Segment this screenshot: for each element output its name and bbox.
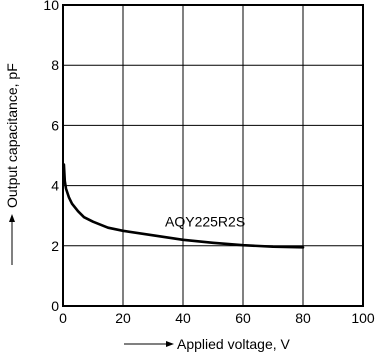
x-axis-arrow-head — [166, 341, 174, 347]
x-tick-label-40: 40 — [175, 310, 191, 326]
y-tick-label-10: 10 — [43, 0, 59, 13]
x-axis-label: Applied voltage, V — [177, 336, 291, 352]
y-tick-label-8: 8 — [51, 57, 59, 73]
series-line-0 — [62, 163, 305, 249]
grid-lines — [63, 5, 363, 306]
x-tick-label-60: 60 — [235, 310, 251, 326]
plot-frame — [62, 4, 364, 307]
y-tick-label-4: 4 — [51, 178, 59, 194]
x-tick-label-80: 80 — [295, 310, 311, 326]
x-tick-label-20: 20 — [115, 310, 131, 326]
y-axis-label: Output capacitance, pF — [4, 63, 20, 208]
y-tick-labels: 0 2 4 6 8 10 — [43, 0, 59, 314]
x-tick-labels: 0 20 40 60 80 100 — [59, 310, 375, 326]
y-tick-label-2: 2 — [51, 238, 59, 254]
series-group — [62, 163, 305, 249]
y-tick-label-6: 6 — [51, 117, 59, 133]
y-tick-label-0: 0 — [51, 298, 59, 314]
y-axis-arrow-head — [9, 214, 15, 222]
x-tick-label-0: 0 — [59, 310, 67, 326]
x-tick-label-100: 100 — [351, 310, 375, 326]
curve-label-aqy225r2s: AQY225R2S — [165, 213, 245, 229]
